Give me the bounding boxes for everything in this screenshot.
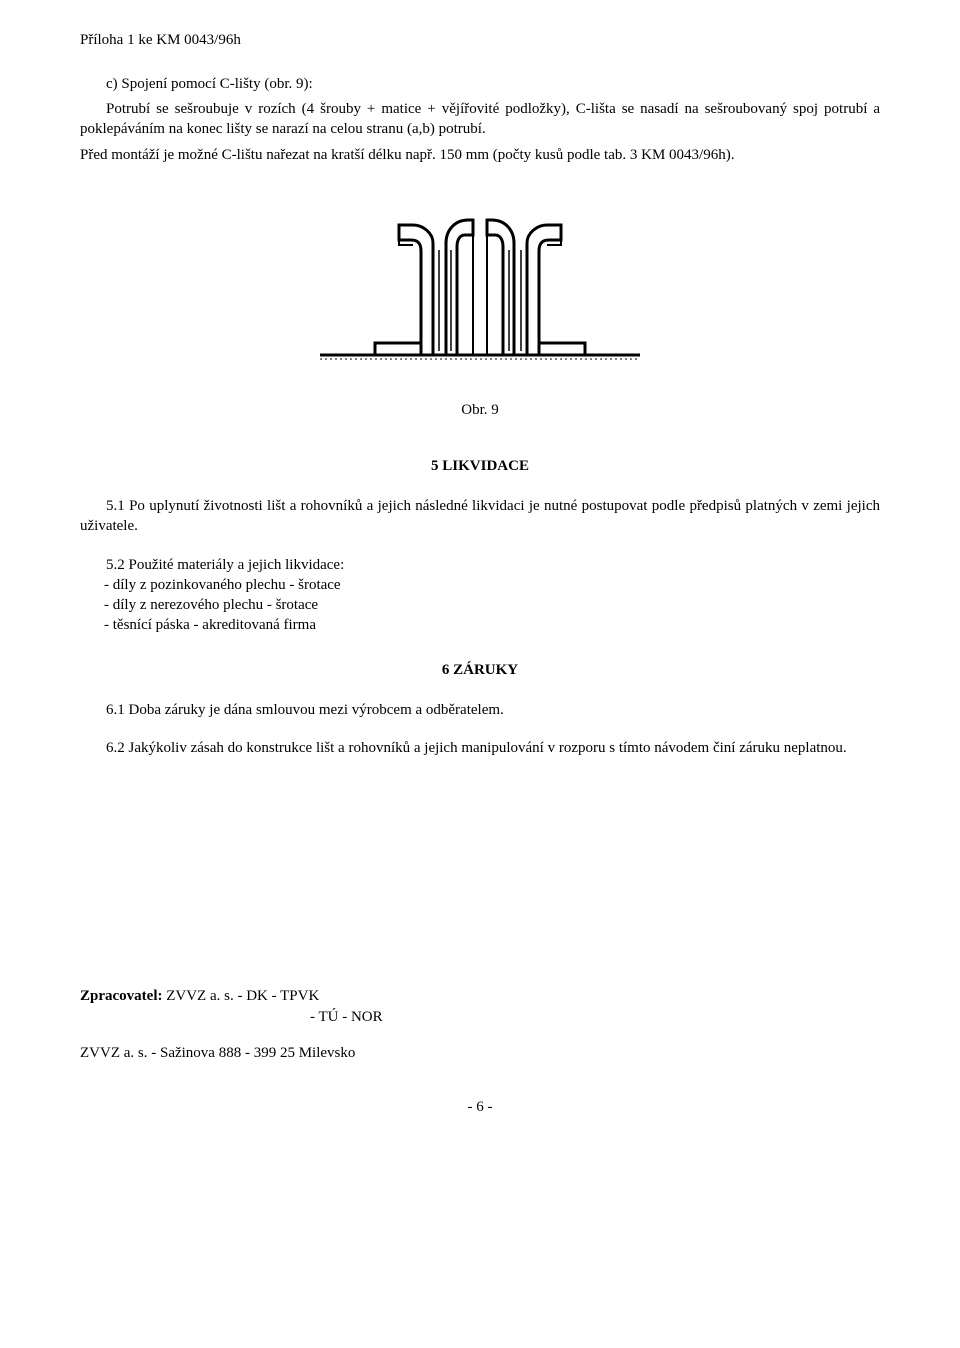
subsection-c-title: c) Spojení pomocí C-lišty (obr. 9): xyxy=(106,74,880,94)
c-profile-diagram-icon xyxy=(315,195,645,385)
subsection-c-body2: Před montáží je možné C-lištu nařezat na… xyxy=(80,145,880,165)
page-number: - 6 - xyxy=(80,1097,880,1117)
paragraph-5-2-lead: 5.2 Použité materiály a jejich likvidace… xyxy=(80,555,880,575)
paragraph-6-1: 6.1 Doba záruky je dána smlouvou mezi vý… xyxy=(80,700,880,720)
subsection-c-body1: Potrubí se sešroubuje v rozích (4 šrouby… xyxy=(80,99,880,140)
zpracovatel-line: Zpracovatel: ZVVZ a. s. - DK - TPVK xyxy=(80,986,880,1006)
paragraph-6-2: 6.2 Jakýkoliv zásah do konstrukce lišt a… xyxy=(80,738,880,758)
figure-9 xyxy=(80,195,880,391)
paragraph-5-1: 5.1 Po uplynutí životnosti lišt a rohovn… xyxy=(80,496,880,537)
figure-9-caption: Obr. 9 xyxy=(80,400,880,420)
section-5-heading: 5 LIKVIDACE xyxy=(80,456,880,476)
company-address: ZVVZ a. s. - Sažinova 888 - 399 25 Milev… xyxy=(80,1043,880,1063)
section-6-heading: 6 ZÁRUKY xyxy=(80,660,880,680)
bullet-5-2-3: - těsnící páska - akreditovaná firma xyxy=(104,615,880,635)
zpracovatel-value2: - TÚ - NOR xyxy=(310,1007,880,1027)
paragraph-5-2-block: 5.2 Použité materiály a jejich likvidace… xyxy=(80,555,880,636)
bullet-5-2-1: - díly z pozinkovaného plechu - šrotace xyxy=(104,575,880,595)
zpracovatel-value1: ZVVZ a. s. - DK - TPVK xyxy=(162,988,319,1004)
zpracovatel-label: Zpracovatel: xyxy=(80,988,162,1004)
bullet-5-2-2: - díly z nerezového plechu - šrotace xyxy=(104,595,880,615)
page-header: Příloha 1 ke KM 0043/96h xyxy=(80,30,880,50)
